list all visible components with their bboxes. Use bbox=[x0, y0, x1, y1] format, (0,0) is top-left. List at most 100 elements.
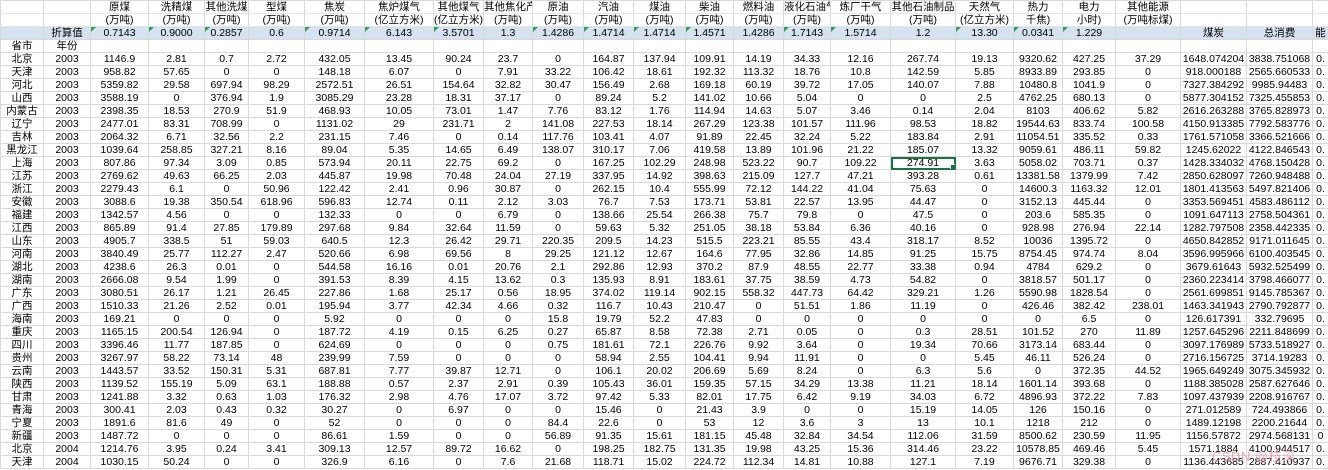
data-cell[interactable]: 0 bbox=[830, 338, 891, 352]
data-cell[interactable]: 45.48 bbox=[733, 429, 784, 443]
data-cell[interactable]: 0. bbox=[1312, 299, 1328, 313]
year-cell[interactable]: 2003 bbox=[43, 195, 91, 209]
data-cell[interactable]: 447.73 bbox=[783, 286, 831, 300]
data-cell[interactable]: 0 bbox=[955, 221, 1014, 235]
data-cell[interactable]: 555.99 bbox=[685, 182, 734, 196]
data-cell[interactable]: 156.49 bbox=[583, 78, 634, 92]
data-cell[interactable]: 0.3 bbox=[532, 273, 584, 287]
data-cell[interactable]: 4150.913385 bbox=[1180, 117, 1247, 131]
province-cell[interactable]: 广东 bbox=[0, 286, 44, 300]
data-cell[interactable]: 39.87 bbox=[433, 364, 484, 378]
data-cell[interactable]: 6.71 bbox=[148, 130, 205, 144]
data-cell[interactable]: 226.76 bbox=[685, 338, 734, 352]
data-cell[interactable]: 167.25 bbox=[583, 156, 634, 170]
data-cell[interactable]: 0 bbox=[1115, 312, 1181, 326]
data-cell[interactable]: 0 bbox=[830, 364, 891, 378]
data-cell[interactable]: 3.63 bbox=[955, 156, 1014, 170]
data-cell[interactable]: 210.47 bbox=[685, 299, 734, 313]
data-cell[interactable]: 432.05 bbox=[304, 52, 365, 66]
data-cell[interactable]: 3396.46 bbox=[90, 338, 149, 352]
data-cell[interactable]: 596.83 bbox=[304, 195, 365, 209]
column-header-name[interactable]: 天然气 bbox=[955, 0, 1014, 14]
conversion-factor-cell[interactable]: 1.7143 bbox=[783, 26, 831, 40]
data-cell[interactable]: 52.2 bbox=[633, 312, 686, 326]
data-cell[interactable]: 0.7 bbox=[204, 52, 249, 66]
data-cell[interactable]: 393.28 bbox=[890, 169, 956, 183]
data-cell[interactable]: 1041.9 bbox=[1062, 78, 1116, 92]
data-cell[interactable]: 708.99 bbox=[204, 117, 249, 131]
data-cell[interactable]: 9676.71 bbox=[1013, 455, 1063, 469]
data-cell[interactable]: 0 bbox=[204, 65, 249, 79]
data-cell[interactable]: 7327.384292 bbox=[1180, 78, 1247, 92]
data-cell[interactable]: 3085.29 bbox=[304, 91, 365, 105]
data-cell[interactable]: 5.45 bbox=[955, 351, 1014, 365]
data-cell[interactable]: 23.7 bbox=[483, 52, 533, 66]
province-cell[interactable]: 天津 bbox=[0, 65, 44, 79]
data-cell[interactable]: 0. bbox=[1312, 195, 1328, 209]
province-cell[interactable]: 广西 bbox=[0, 299, 44, 313]
column-header-name[interactable]: 其他洗煤 bbox=[204, 0, 249, 14]
data-cell[interactable]: 8.39 bbox=[364, 273, 434, 287]
data-cell[interactable]: 15.19 bbox=[890, 403, 956, 417]
conversion-factor-cell[interactable] bbox=[1115, 26, 1181, 40]
data-cell[interactable]: 1428.334032 bbox=[1180, 156, 1247, 170]
data-cell[interactable]: 0 bbox=[1115, 286, 1181, 300]
data-cell[interactable]: 1097.437939 bbox=[1180, 390, 1247, 404]
province-cell[interactable]: 天津 bbox=[0, 455, 44, 469]
province-cell[interactable]: 辽宁 bbox=[0, 117, 44, 131]
data-cell[interactable]: 40.16 bbox=[890, 221, 956, 235]
data-cell[interactable]: 5.45 bbox=[1115, 442, 1181, 456]
data-cell[interactable]: 7.59 bbox=[364, 351, 434, 365]
data-cell[interactable]: 6.25 bbox=[483, 325, 533, 339]
column-header-unit[interactable]: (万吨) bbox=[583, 13, 634, 27]
data-cell[interactable]: 337.95 bbox=[583, 169, 634, 183]
data-cell[interactable]: 573.94 bbox=[304, 156, 365, 170]
data-cell[interactable]: 318.17 bbox=[890, 234, 956, 248]
data-cell[interactable]: 0. bbox=[1312, 338, 1328, 352]
data-cell[interactable]: 0.3 bbox=[890, 325, 956, 339]
data-cell[interactable]: 0.57 bbox=[364, 377, 434, 391]
year-cell[interactable]: 2004 bbox=[43, 442, 91, 456]
data-cell[interactable]: 13.62 bbox=[483, 273, 533, 287]
column-header-name[interactable]: 其他石油制品 bbox=[890, 0, 956, 14]
column-header-unit[interactable]: 千焦) bbox=[1013, 13, 1063, 27]
data-cell[interactable]: 32.82 bbox=[483, 78, 533, 92]
data-cell[interactable]: 87.9 bbox=[733, 260, 784, 274]
data-cell[interactable]: 0 bbox=[248, 208, 305, 222]
data-cell[interactable]: 10.4 bbox=[633, 182, 686, 196]
data-cell[interactable]: 370.2 bbox=[685, 260, 734, 274]
data-cell[interactable]: 558.32 bbox=[733, 286, 784, 300]
data-cell[interactable]: 7.6 bbox=[483, 455, 533, 469]
data-cell[interactable]: 43.25 bbox=[783, 442, 831, 456]
data-cell[interactable]: 0. bbox=[1312, 273, 1328, 287]
province-cell[interactable]: 河北 bbox=[0, 78, 44, 92]
data-cell[interactable]: 131.35 bbox=[685, 442, 734, 456]
data-cell[interactable]: 7792.583776 bbox=[1246, 117, 1313, 131]
data-cell[interactable]: 12.71 bbox=[483, 364, 533, 378]
data-cell[interactable]: 101.57 bbox=[783, 117, 831, 131]
data-cell[interactable]: 0 bbox=[148, 91, 205, 105]
data-cell[interactable]: 0. bbox=[1312, 312, 1328, 326]
data-cell[interactable]: 0. bbox=[1312, 156, 1328, 170]
year-cell[interactable]: 2003 bbox=[43, 117, 91, 131]
province-cell[interactable]: 青海 bbox=[0, 403, 44, 417]
column-header-name[interactable]: 燃料油 bbox=[733, 0, 784, 14]
data-cell[interactable]: 3152.13 bbox=[1013, 195, 1063, 209]
column-header-name[interactable]: 其他煤气 bbox=[433, 0, 484, 14]
data-cell[interactable]: 58.94 bbox=[583, 351, 634, 365]
data-cell[interactable]: 2.5 bbox=[955, 91, 1014, 105]
data-cell[interactable]: 2587.627646 bbox=[1246, 377, 1313, 391]
data-cell[interactable]: 327.21 bbox=[204, 143, 249, 157]
data-cell[interactable]: 38.59 bbox=[783, 273, 831, 287]
data-cell[interactable]: 3.77 bbox=[364, 299, 434, 313]
data-cell[interactable]: 5932.525499 bbox=[1246, 260, 1313, 274]
data-cell[interactable]: 10.1 bbox=[955, 416, 1014, 430]
summary-column-header[interactable]: 煤炭 bbox=[1180, 26, 1247, 40]
data-cell[interactable]: 3267.97 bbox=[90, 351, 149, 365]
province-cell[interactable]: 甘肃 bbox=[0, 390, 44, 404]
data-cell[interactable]: 101.96 bbox=[783, 143, 831, 157]
data-cell[interactable]: 300.41 bbox=[90, 403, 149, 417]
data-cell[interactable]: 9.19 bbox=[830, 390, 891, 404]
data-cell[interactable]: 1801.413563 bbox=[1180, 182, 1247, 196]
data-cell[interactable]: 11.89 bbox=[1115, 325, 1181, 339]
